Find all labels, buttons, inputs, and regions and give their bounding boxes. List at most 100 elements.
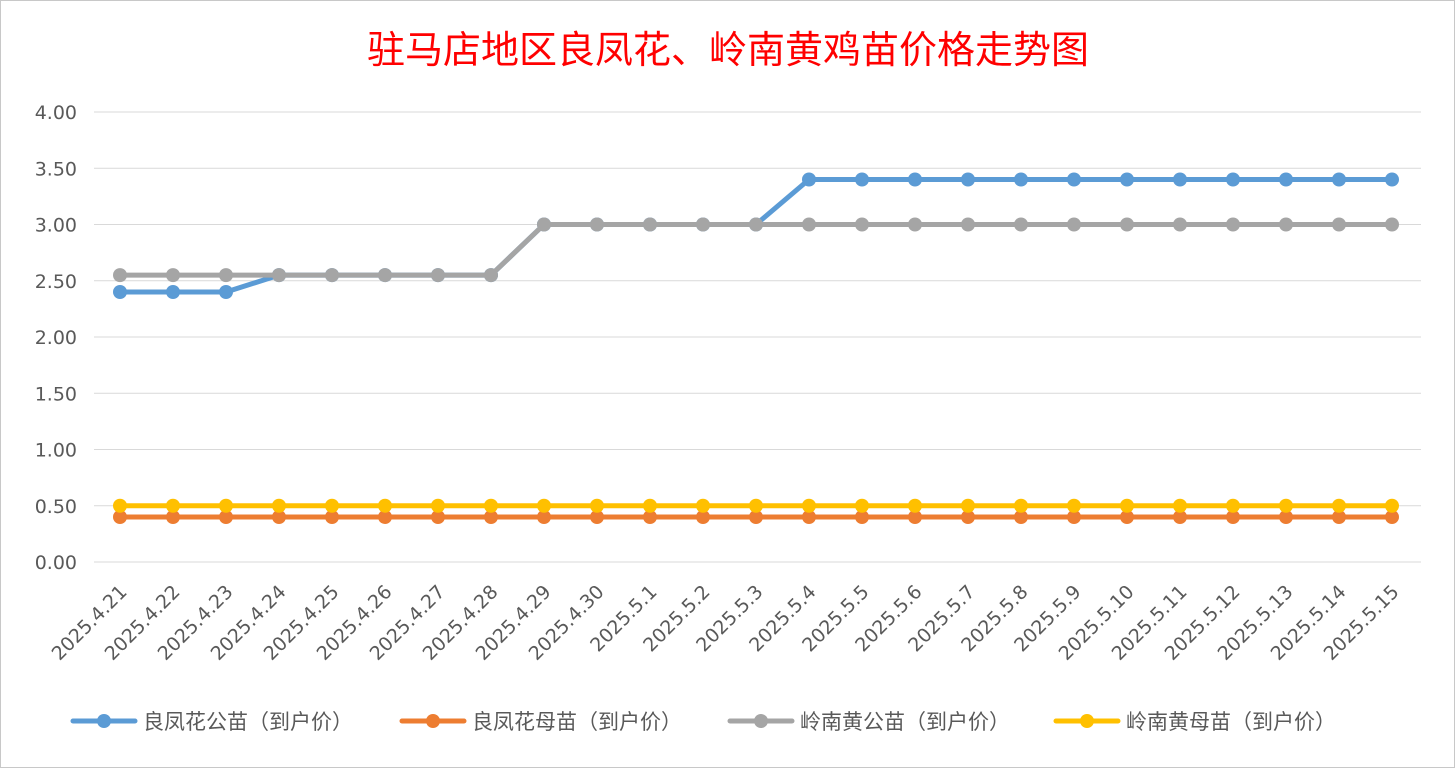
data-point — [1226, 172, 1240, 187]
legend-label: 岭南黄公苗（到户价） — [800, 710, 1010, 734]
data-point — [325, 498, 339, 513]
series-4 — [113, 498, 1399, 513]
data-point — [961, 498, 975, 513]
data-point — [643, 498, 657, 513]
y-tick-label: 1.50 — [35, 383, 77, 405]
data-point — [219, 268, 233, 283]
data-point — [1226, 217, 1240, 232]
data-point — [325, 268, 339, 283]
data-point — [908, 510, 922, 524]
data-point — [166, 268, 180, 283]
series-line — [117, 222, 1395, 278]
data-point — [1067, 510, 1081, 524]
data-point — [749, 498, 763, 513]
y-tick-label: 0.00 — [35, 552, 77, 574]
data-point — [1120, 498, 1134, 513]
data-point — [855, 510, 869, 524]
legend-marker — [426, 714, 440, 728]
data-point — [1014, 498, 1028, 513]
y-tick-label: 2.50 — [35, 271, 77, 293]
legend: 良凤花公苗（到户价） 良凤花母苗（到户价） 岭南黄公苗（到户价） 岭南黄母苗（到户价） — [70, 710, 1336, 734]
legend-item-4: 岭南黄母苗（到户价） — [1053, 710, 1336, 734]
data-point — [696, 498, 710, 513]
y-tick-label: 1.00 — [35, 440, 77, 462]
data-point — [855, 172, 869, 187]
data-point — [378, 510, 392, 524]
data-point — [1279, 172, 1293, 187]
data-point — [272, 498, 286, 513]
data-point — [749, 217, 763, 232]
data-point — [484, 510, 498, 524]
data-point — [1385, 217, 1399, 232]
data-point — [537, 510, 551, 524]
data-point — [1173, 217, 1187, 232]
data-point — [113, 510, 127, 524]
legend-item-3: 岭南黄公苗（到户价） — [727, 710, 1010, 734]
data-point — [1385, 172, 1399, 187]
data-point — [1279, 498, 1293, 513]
data-point — [378, 268, 392, 283]
data-point — [1173, 172, 1187, 187]
data-point — [1067, 217, 1081, 232]
legend-label: 良凤花母苗（到户价） — [472, 710, 682, 734]
legend-label: 良凤花公苗（到户价） — [143, 710, 353, 734]
data-point — [484, 498, 498, 513]
series-group — [113, 172, 1399, 524]
chart-title: 驻马店地区良凤花、岭南黄鸡苗价格走势图 — [367, 28, 1089, 72]
data-point — [1014, 172, 1028, 187]
data-point — [961, 217, 975, 232]
data-point — [696, 217, 710, 232]
data-point — [219, 285, 233, 299]
y-tick-label: 3.50 — [35, 158, 77, 180]
legend-marker — [97, 714, 111, 728]
data-point — [431, 510, 445, 524]
data-point — [431, 498, 445, 513]
data-point — [802, 217, 816, 232]
data-point — [166, 498, 180, 513]
data-point — [166, 285, 180, 299]
data-point — [113, 498, 127, 513]
data-point — [1067, 172, 1081, 187]
data-point — [378, 498, 392, 513]
legend-label: 岭南黄母苗（到户价） — [1126, 710, 1336, 734]
y-tick-label: 4.00 — [35, 102, 77, 124]
data-point — [590, 217, 604, 232]
legend-marker — [1080, 714, 1094, 728]
data-point — [1279, 510, 1293, 524]
data-point — [166, 510, 180, 524]
data-point — [961, 172, 975, 187]
data-point — [802, 498, 816, 513]
series-2 — [113, 510, 1399, 524]
data-point — [219, 498, 233, 513]
data-point — [802, 510, 816, 524]
data-point — [219, 510, 233, 524]
data-point — [1120, 217, 1134, 232]
data-point — [696, 510, 710, 524]
data-point — [272, 510, 286, 524]
data-point — [113, 285, 127, 299]
data-point — [590, 498, 604, 513]
data-point — [1173, 498, 1187, 513]
data-point — [908, 498, 922, 513]
data-point — [1332, 217, 1346, 232]
data-point — [908, 172, 922, 187]
data-point — [961, 510, 975, 524]
data-point — [855, 217, 869, 232]
y-tick-label: 3.00 — [35, 215, 77, 237]
data-point — [908, 217, 922, 232]
series-3 — [113, 217, 1399, 283]
data-point — [431, 268, 445, 283]
data-point — [855, 498, 869, 513]
data-point — [1120, 172, 1134, 187]
data-point — [1226, 510, 1240, 524]
data-point — [484, 268, 498, 283]
data-point — [1067, 498, 1081, 513]
y-tick-label: 2.00 — [35, 327, 77, 349]
legend-item-1: 良凤花公苗（到户价） — [70, 710, 353, 734]
data-point — [1385, 498, 1399, 513]
data-point — [749, 510, 763, 524]
y-axis-ticks: 0.00 0.50 1.00 1.50 2.00 2.50 3.00 3.50 4.00 — [35, 102, 77, 574]
data-point — [272, 268, 286, 283]
